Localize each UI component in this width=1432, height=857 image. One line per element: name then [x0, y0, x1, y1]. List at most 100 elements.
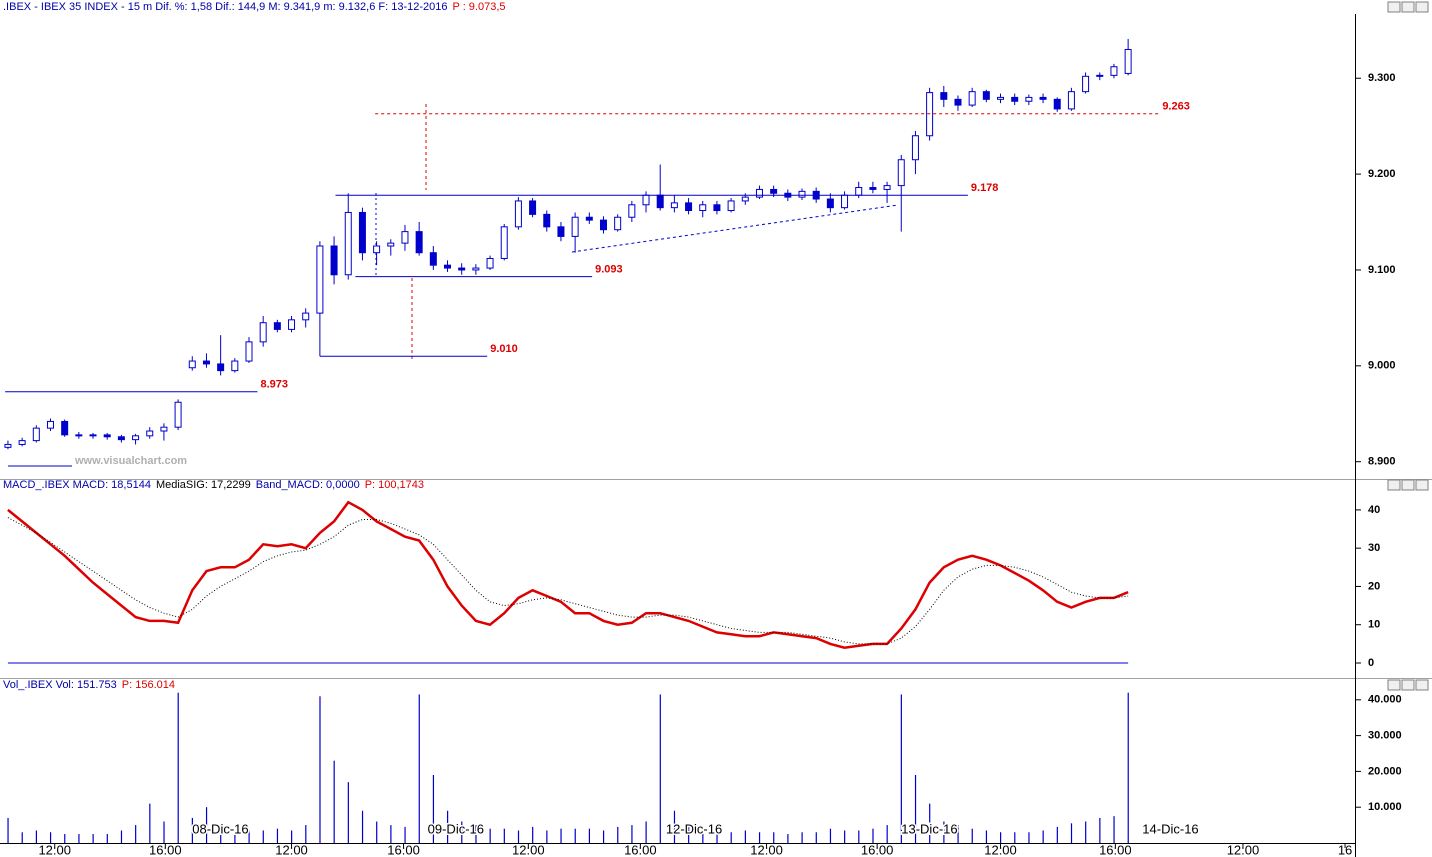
volume-bar: [730, 832, 732, 843]
candle-body: [259, 322, 267, 343]
volume-bar: [900, 694, 902, 843]
volume-bar: [546, 830, 548, 843]
candle-body: [330, 245, 338, 276]
volume-bar: [815, 832, 817, 843]
candle-body: [557, 226, 565, 237]
candle-body: [18, 440, 26, 445]
x-tick-label: 16: [1338, 842, 1352, 857]
candle-body: [727, 200, 735, 212]
volume-bar: [135, 825, 137, 843]
y-tick-label: 40: [1368, 504, 1380, 516]
candle-body: [1067, 91, 1075, 110]
candle-body: [1124, 48, 1132, 74]
candle-body: [302, 312, 310, 321]
candle-body: [288, 319, 296, 330]
candle-body: [202, 360, 210, 365]
candle-body: [174, 401, 182, 428]
volume-bar: [844, 830, 846, 843]
candle-body: [1025, 96, 1033, 102]
maximize-button[interactable]: [1401, 1, 1415, 13]
panel-header: .IBEX - IBEX 35 INDEX - 15 m Dif. %: 1,5…: [3, 1, 506, 13]
level-label: 9.093: [595, 264, 623, 276]
volume-bar: [390, 825, 392, 843]
y-tick-label: 9.200: [1368, 168, 1396, 180]
volume-bar: [177, 692, 179, 843]
volume-bar: [617, 826, 619, 843]
y-tick-label: 9.000: [1368, 360, 1396, 372]
minimize-button[interactable]: [1387, 679, 1401, 691]
candle-body: [415, 231, 423, 254]
volume-bar: [120, 830, 123, 843]
volume-bar: [291, 830, 293, 843]
candle-body: [1039, 96, 1047, 100]
volume-bar: [489, 828, 491, 843]
close-button[interactable]: [1415, 1, 1429, 13]
volume-bar: [432, 774, 435, 843]
candle-body: [401, 231, 409, 244]
volume-bar: [49, 832, 52, 843]
volume-bar: [517, 830, 520, 843]
volume-bar: [347, 782, 349, 843]
candle-body: [628, 204, 636, 218]
y-tick-label: 9.300: [1368, 72, 1396, 84]
candle-body: [614, 216, 622, 231]
volume-bar: [532, 826, 534, 843]
volume-bar: [305, 825, 307, 843]
y-tick-label: 10: [1368, 619, 1380, 631]
y-tick-label: 8.900: [1368, 456, 1396, 468]
volume-bar: [688, 825, 690, 843]
panel-buttons[interactable]: [1387, 1, 1429, 691]
volume-bar: [560, 828, 562, 843]
candle-body: [500, 226, 508, 259]
candle-body: [486, 257, 494, 269]
volume-bar: [276, 828, 279, 843]
date-label: 12-Dic-16: [666, 821, 722, 836]
candle-body: [741, 196, 749, 202]
y-tick-label: 20: [1368, 580, 1380, 592]
volume-bar: [1000, 832, 1002, 843]
candle-body: [61, 420, 69, 436]
volume-bar: [588, 828, 591, 843]
date-label: 08-Dic-16: [192, 821, 248, 836]
volume-bar: [602, 830, 605, 843]
candle-body: [755, 188, 763, 198]
volume-bar: [943, 821, 945, 843]
volume-bar: [418, 694, 420, 843]
candle-body: [231, 360, 239, 372]
date-label: 09-Dic-16: [428, 821, 484, 836]
maximize-button[interactable]: [1401, 479, 1415, 491]
date-label: 13-Dic-16: [901, 821, 957, 836]
volume-bar: [319, 696, 321, 843]
candle-body: [855, 187, 863, 196]
volume-bar: [92, 834, 94, 843]
candle-body: [1096, 74, 1104, 77]
candle-body: [444, 264, 452, 269]
volume-bar: [475, 825, 477, 843]
candle-body: [940, 92, 948, 100]
candle-body: [1053, 98, 1061, 110]
candle-body: [571, 216, 579, 237]
volume-bar: [404, 826, 406, 843]
candle-body: [841, 194, 849, 209]
candle-body: [387, 242, 395, 247]
candle-body: [273, 322, 281, 330]
level-label: 9.263: [1162, 101, 1190, 113]
volume-bar: [248, 830, 250, 843]
watermark: www.visualchart.com: [74, 455, 187, 467]
candle-body: [713, 204, 721, 212]
candle-body: [117, 436, 125, 441]
volume-bar: [645, 821, 647, 843]
close-button[interactable]: [1415, 679, 1429, 691]
minimize-button[interactable]: [1387, 1, 1401, 13]
candle-body: [599, 219, 607, 231]
volume-bar: [461, 821, 463, 843]
minimize-button[interactable]: [1387, 479, 1401, 491]
maximize-button[interactable]: [1401, 679, 1415, 691]
candle-body: [217, 363, 225, 372]
volume-bar: [220, 828, 222, 843]
date-label: 14-Dic-16: [1142, 821, 1198, 836]
candle-body: [1011, 96, 1019, 102]
close-button[interactable]: [1415, 479, 1429, 491]
volume-bar: [503, 828, 505, 843]
